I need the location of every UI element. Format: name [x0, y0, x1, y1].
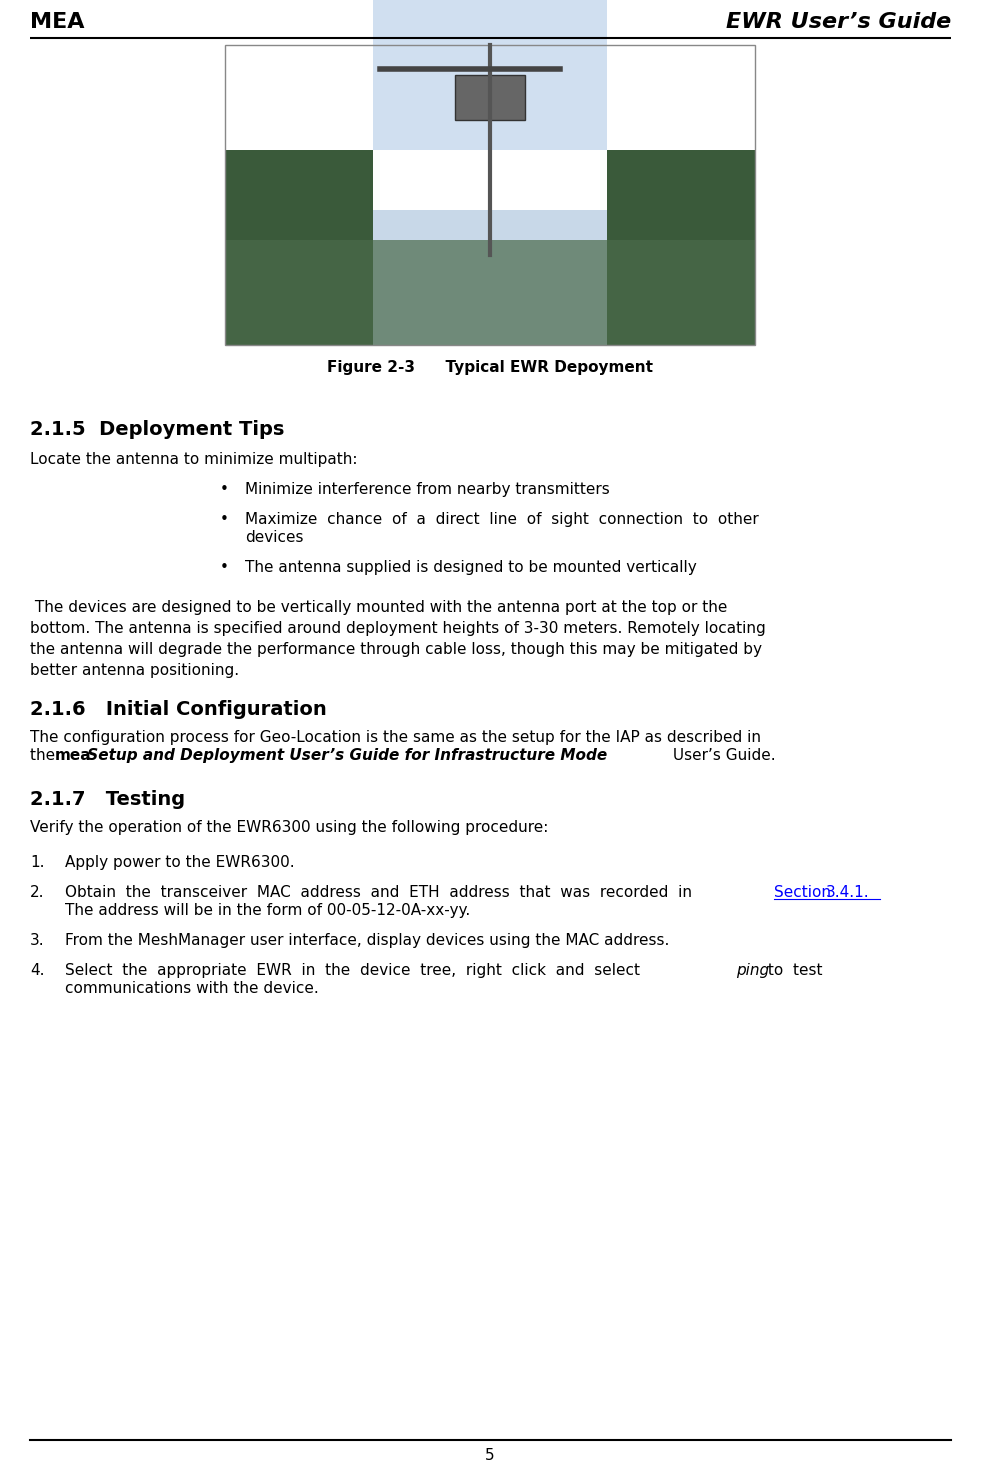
- Bar: [455, 75, 525, 120]
- Text: Minimize interference from nearby transmitters: Minimize interference from nearby transm…: [245, 482, 610, 497]
- Text: 4.: 4.: [30, 964, 44, 978]
- Text: Apply power to the EWR6300.: Apply power to the EWR6300.: [65, 854, 294, 871]
- Text: The configuration process for Geo-Location is the same as the setup for the IAP : The configuration process for Geo-Locati…: [30, 730, 761, 745]
- Text: 5: 5: [486, 1448, 494, 1463]
- Text: 1.: 1.: [30, 854, 44, 871]
- Text: Locate the antenna to minimize multipath:: Locate the antenna to minimize multipath…: [30, 452, 357, 467]
- Text: Figure 2-3  Typical EWR Depoyment: Figure 2-3 Typical EWR Depoyment: [327, 361, 653, 375]
- Text: Section: Section: [774, 885, 831, 900]
- Text: ping: ping: [736, 964, 769, 978]
- Text: From the MeshManager user interface, display devices using the MAC address.: From the MeshManager user interface, dis…: [65, 933, 669, 947]
- Text: 3.4.1.: 3.4.1.: [826, 885, 869, 900]
- Text: Select  the  appropriate  EWR  in  the  device  tree,  right  click  and  select: Select the appropriate EWR in the device…: [65, 964, 649, 978]
- Text: •: •: [220, 482, 229, 497]
- Text: devices: devices: [245, 531, 303, 545]
- Text: 2.1.7   Testing: 2.1.7 Testing: [30, 791, 185, 808]
- Text: Obtain  the  transceiver  MAC  address  and  ETH  address  that  was  recorded  : Obtain the transceiver MAC address and E…: [65, 885, 701, 900]
- Bar: [225, 149, 374, 344]
- Text: the: the: [30, 748, 60, 763]
- Text: EWR User’s Guide: EWR User’s Guide: [726, 12, 951, 33]
- Text: 2.: 2.: [30, 885, 44, 900]
- Bar: [225, 44, 755, 344]
- Text: 3.: 3.: [30, 933, 44, 947]
- Text: to  test: to test: [763, 964, 822, 978]
- Text: The antenna supplied is designed to be mounted vertically: The antenna supplied is designed to be m…: [245, 560, 697, 575]
- Text: MEA: MEA: [30, 12, 84, 33]
- Text: User’s Guide.: User’s Guide.: [668, 748, 776, 763]
- Text: 2.1.5  Deployment Tips: 2.1.5 Deployment Tips: [30, 420, 284, 439]
- Bar: [374, 0, 606, 149]
- Text: Setup and Deployment User’s Guide for Infrastructure Mode: Setup and Deployment User’s Guide for In…: [82, 748, 607, 763]
- Bar: [225, 210, 755, 344]
- Text: Verify the operation of the EWR6300 using the following procedure:: Verify the operation of the EWR6300 usin…: [30, 820, 548, 835]
- Text: •: •: [220, 560, 229, 575]
- Text: The address will be in the form of 00-05-12-0A-xx-yy.: The address will be in the form of 00-05…: [65, 903, 470, 918]
- Text: •: •: [220, 511, 229, 528]
- Text: The devices are designed to be vertically mounted with the antenna port at the t: The devices are designed to be verticall…: [30, 600, 766, 678]
- Text: 2.1.6   Initial Configuration: 2.1.6 Initial Configuration: [30, 701, 327, 718]
- Text: communications with the device.: communications with the device.: [65, 981, 319, 996]
- Text: Maximize  chance  of  a  direct  line  of  sight  connection  to  other: Maximize chance of a direct line of sigh…: [245, 511, 758, 528]
- Text: mea: mea: [55, 748, 91, 763]
- Bar: [225, 239, 755, 344]
- Bar: [606, 149, 755, 344]
